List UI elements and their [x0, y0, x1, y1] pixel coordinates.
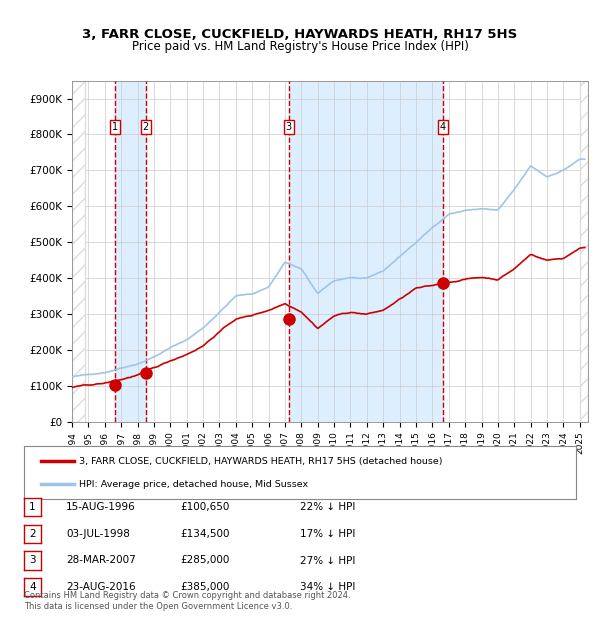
Text: 3: 3 [29, 556, 36, 565]
Bar [289, 81, 443, 422]
Text: 27% ↓ HPI: 27% ↓ HPI [300, 556, 355, 565]
Text: HPI: Average price, detached house, Mid Sussex: HPI: Average price, detached house, Mid … [79, 480, 308, 489]
Text: £285,000: £285,000 [180, 556, 229, 565]
Text: 2: 2 [29, 529, 36, 539]
Text: 1: 1 [112, 122, 118, 132]
Text: 3: 3 [286, 122, 292, 132]
Text: £385,000: £385,000 [180, 582, 229, 592]
Text: 3, FARR CLOSE, CUCKFIELD, HAYWARDS HEATH, RH17 5HS: 3, FARR CLOSE, CUCKFIELD, HAYWARDS HEATH… [82, 28, 518, 41]
Text: 2: 2 [143, 122, 149, 132]
Text: 1: 1 [29, 502, 36, 512]
Text: 3, FARR CLOSE, CUCKFIELD, HAYWARDS HEATH, RH17 5HS (detached house): 3, FARR CLOSE, CUCKFIELD, HAYWARDS HEATH… [79, 457, 443, 466]
Text: 34% ↓ HPI: 34% ↓ HPI [300, 582, 355, 592]
Text: 4: 4 [29, 582, 36, 592]
Bar [115, 81, 146, 422]
Text: £100,650: £100,650 [180, 502, 229, 512]
Text: 28-MAR-2007: 28-MAR-2007 [66, 556, 136, 565]
Text: 15-AUG-1996: 15-AUG-1996 [66, 502, 136, 512]
Text: Price paid vs. HM Land Registry's House Price Index (HPI): Price paid vs. HM Land Registry's House … [131, 40, 469, 53]
Text: 17% ↓ HPI: 17% ↓ HPI [300, 529, 355, 539]
Text: 22% ↓ HPI: 22% ↓ HPI [300, 502, 355, 512]
Text: 03-JUL-1998: 03-JUL-1998 [66, 529, 130, 539]
Text: 23-AUG-2016: 23-AUG-2016 [66, 582, 136, 592]
Text: £134,500: £134,500 [180, 529, 229, 539]
Text: 4: 4 [440, 122, 446, 132]
Bar [72, 81, 80, 422]
Text: Contains HM Land Registry data © Crown copyright and database right 2024.
This d: Contains HM Land Registry data © Crown c… [24, 591, 350, 611]
